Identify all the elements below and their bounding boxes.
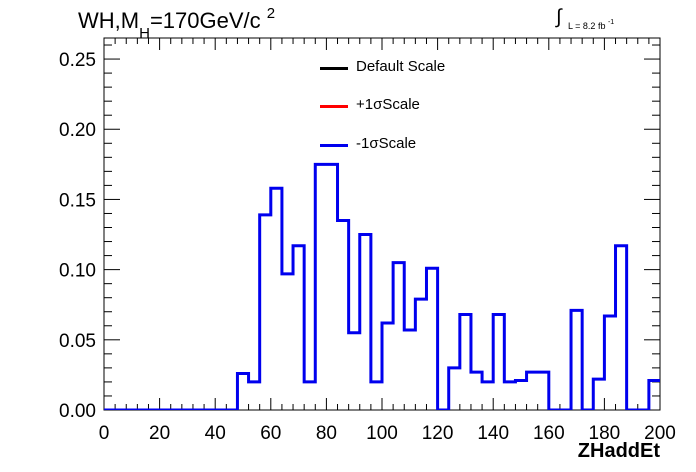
legend-label-minus1sigma: -1σScale — [356, 135, 417, 152]
x-tick-label: 60 — [260, 423, 281, 444]
x-tick-label: 180 — [589, 423, 621, 444]
x-tick-label: 140 — [477, 423, 509, 444]
x-tick-label: 100 — [366, 423, 398, 444]
x-tick-label: 0 — [99, 423, 110, 444]
legend-item-plus1sigma: +1σScale — [320, 96, 540, 116]
chart-title: WH,MH=170GeV/c 2 — [78, 5, 276, 42]
x-tick-label: 120 — [422, 423, 454, 444]
x-tick-label: 40 — [205, 423, 226, 444]
y-tick-label: 0.20 — [59, 120, 96, 141]
x-axis-label: ZHaddEt — [577, 440, 660, 462]
y-tick-label: 0.00 — [59, 401, 96, 422]
legend-item-minus1sigma: -1σScale — [320, 135, 540, 155]
x-tick-label: 80 — [316, 423, 337, 444]
legend-item-default: Default Scale — [320, 58, 540, 78]
y-tick-label: 0.10 — [59, 261, 96, 282]
legend-line-default — [320, 67, 348, 70]
legend-label-plus1sigma: +1σScale — [356, 96, 420, 113]
y-tick-label: 0.25 — [59, 50, 96, 71]
series-group — [104, 162, 660, 410]
y-tick-label: 0.05 — [59, 331, 96, 352]
x-tick-label: 20 — [149, 423, 170, 444]
integral-sign: ∫ — [556, 6, 562, 28]
axis-tick-labels: 0 20 40 60 80 100 120 140 160 180 200 0.00 0.05 0.10 0… — [59, 50, 676, 444]
x-tick-label: 160 — [533, 423, 565, 444]
x-tick-label: 200 — [644, 423, 676, 444]
legend-label-default: Default Scale — [356, 58, 446, 75]
series-line — [104, 162, 660, 410]
legend-line-plus1sigma — [320, 105, 348, 108]
legend-line-minus1sigma — [320, 144, 348, 147]
y-tick-label: 0.15 — [59, 190, 96, 211]
